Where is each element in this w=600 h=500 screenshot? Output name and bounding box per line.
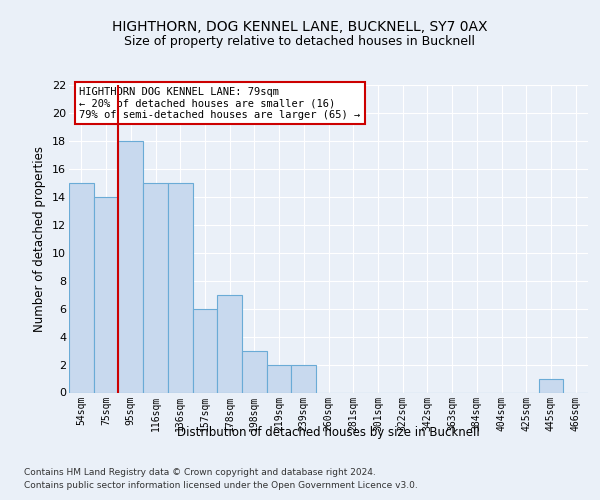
Bar (217, 294, 242, 392)
Bar (168, 183, 193, 392)
Text: Size of property relative to detached houses in Bucknell: Size of property relative to detached ho… (125, 35, 476, 48)
Text: Contains HM Land Registry data © Crown copyright and database right 2024.: Contains HM Land Registry data © Crown c… (24, 468, 376, 477)
Text: HIGHTHORN DOG KENNEL LANE: 79sqm
← 20% of detached houses are smaller (16)
79% o: HIGHTHORN DOG KENNEL LANE: 79sqm ← 20% o… (79, 86, 361, 120)
Bar (292, 364, 316, 392)
Bar (118, 141, 143, 393)
Bar (539, 378, 563, 392)
Y-axis label: Number of detached properties: Number of detached properties (34, 146, 46, 332)
Text: HIGHTHORN, DOG KENNEL LANE, BUCKNELL, SY7 0AX: HIGHTHORN, DOG KENNEL LANE, BUCKNELL, SY… (112, 20, 488, 34)
Bar (143, 183, 168, 392)
Bar (94, 197, 118, 392)
Bar (69, 183, 94, 392)
Bar (267, 364, 292, 392)
Bar (193, 308, 217, 392)
Text: Distribution of detached houses by size in Bucknell: Distribution of detached houses by size … (178, 426, 480, 439)
Bar (242, 350, 267, 393)
Text: Contains public sector information licensed under the Open Government Licence v3: Contains public sector information licen… (24, 482, 418, 490)
